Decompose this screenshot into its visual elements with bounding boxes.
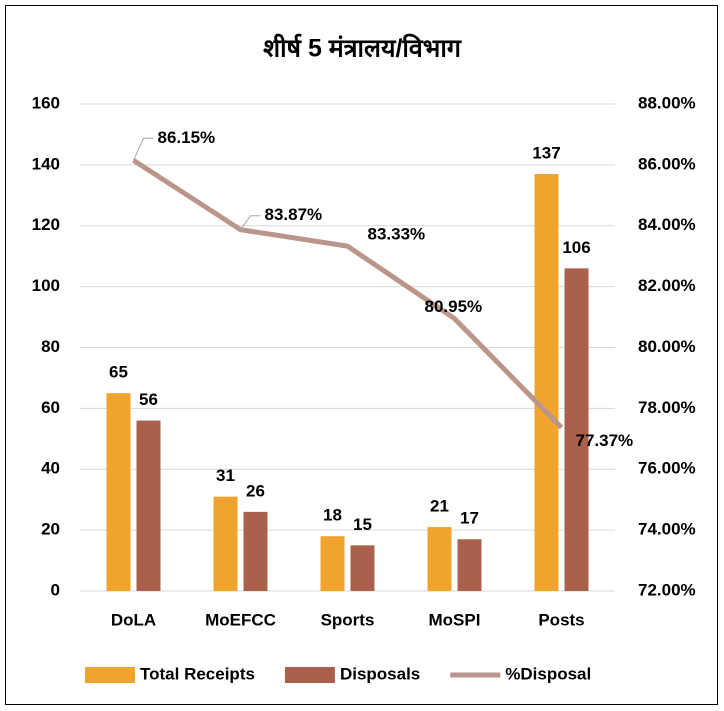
bar	[427, 527, 452, 591]
bar	[457, 539, 482, 591]
y-tick-label: 80	[41, 337, 60, 356]
data-label: 21	[430, 497, 449, 516]
data-label: 83.87%	[265, 205, 323, 224]
chart-border	[5, 5, 718, 705]
y-tick-label: 60	[41, 398, 60, 417]
y2-tick-label: 88.00%	[638, 93, 696, 112]
bar	[136, 420, 161, 591]
data-label: 31	[216, 466, 235, 485]
y-tick-label: 120	[32, 215, 60, 234]
y2-tick-label: 82.00%	[638, 276, 696, 295]
y-tick-label: 160	[32, 93, 60, 112]
bar	[534, 174, 559, 591]
legend-swatch	[85, 667, 135, 683]
y-tick-label: 140	[32, 154, 60, 173]
y2-tick-label: 78.00%	[638, 398, 696, 417]
x-tick-label: Sports	[321, 610, 375, 629]
y2-tick-label: 74.00%	[638, 520, 696, 539]
leader-line	[133, 137, 154, 161]
data-label: 106	[562, 238, 590, 257]
leader-line	[240, 215, 261, 230]
x-tick-label: DoLA	[111, 610, 156, 629]
data-label: 83.33%	[368, 225, 426, 244]
bar	[213, 496, 238, 591]
bar	[243, 511, 268, 591]
y2-tick-label: 84.00%	[638, 215, 696, 234]
y2-tick-label: 76.00%	[638, 459, 696, 478]
y2-tick-label: 86.00%	[638, 154, 696, 173]
data-label: 26	[246, 481, 265, 500]
data-label: 137	[532, 143, 560, 162]
data-label: 17	[460, 509, 479, 528]
legend-label: Total Receipts	[140, 664, 255, 683]
legend-label: %Disposal	[505, 664, 591, 683]
data-label: 80.95%	[425, 297, 483, 316]
chart-title: शीर्ष 5 मंत्रालय/विभाग	[263, 34, 462, 63]
bar	[106, 393, 131, 591]
y-tick-label: 100	[32, 276, 60, 295]
legend-label: Disposals	[340, 664, 420, 683]
x-tick-label: Posts	[538, 610, 584, 629]
y-tick-label: 40	[41, 459, 60, 478]
x-tick-label: MoEFCC	[205, 610, 276, 629]
y-tick-label: 0	[51, 580, 60, 599]
legend-swatch	[284, 667, 335, 683]
data-label: 18	[323, 506, 342, 525]
y-tick-label: 20	[41, 520, 60, 539]
x-tick-label: MoSPI	[429, 610, 481, 629]
bar	[320, 536, 345, 591]
bar	[564, 268, 589, 591]
data-label: 56	[139, 390, 158, 409]
line	[132, 158, 564, 430]
data-label: 86.15%	[158, 128, 216, 147]
bar	[350, 545, 375, 591]
y2-tick-label: 80.00%	[638, 337, 696, 356]
data-label: 77.37%	[576, 431, 634, 450]
data-label: 15	[353, 515, 372, 534]
data-label: 65	[109, 363, 128, 382]
y2-tick-label: 72.00%	[638, 580, 696, 599]
